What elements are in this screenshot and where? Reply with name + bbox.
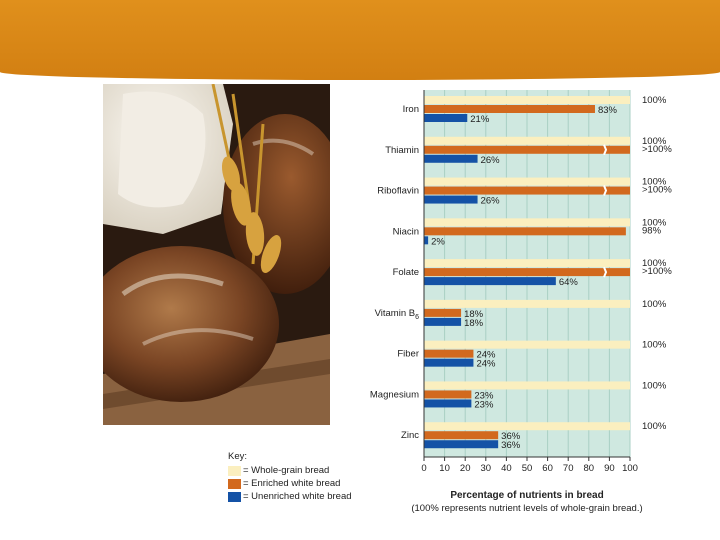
bar [424, 105, 595, 113]
bar [424, 431, 499, 440]
legend-label-whole-grain: = Whole-grain bread [243, 465, 330, 476]
bar [424, 422, 630, 431]
x-tick-label: 70 [563, 463, 574, 474]
bar-break-mark [603, 266, 608, 278]
bar [424, 177, 630, 186]
data-label: 18% [464, 318, 484, 329]
bar-break-mark [603, 144, 608, 156]
x-tick-label: 10 [439, 463, 450, 474]
legend-label-unenriched: = Unenriched white bread [243, 491, 352, 502]
data-label: 64% [559, 277, 579, 288]
data-label: 18% [464, 309, 484, 320]
data-label: 24% [476, 350, 496, 361]
bar [424, 317, 462, 326]
legend-title: Key: [228, 451, 248, 462]
data-label: >100% [642, 266, 672, 277]
category-label: Magnesium [370, 389, 419, 400]
bar [424, 358, 474, 367]
legend: Key: = Whole-grain bread = Enriched whit… [228, 451, 352, 503]
bar [424, 186, 630, 195]
legend-swatch-unenriched [228, 491, 241, 502]
x-axis-label: Percentage of nutrients in bread [450, 490, 603, 501]
data-label: 100% [642, 299, 667, 310]
category-label: Thiamin [385, 145, 419, 156]
header-band [0, 0, 720, 80]
category-label: Fiber [397, 349, 419, 360]
bar [424, 340, 630, 349]
data-label: 100% [642, 340, 667, 351]
data-label: 100% [642, 177, 667, 188]
bar [424, 227, 626, 236]
category-label: Iron [403, 104, 419, 115]
legend-item-enriched: = Enriched white bread [228, 477, 352, 490]
data-label: 100% [642, 95, 667, 106]
x-tick-label: 80 [584, 463, 595, 474]
x-tick-label: 90 [604, 463, 615, 474]
legend-swatch-whole-grain [228, 465, 241, 476]
bar [424, 218, 630, 227]
bar [424, 145, 630, 154]
data-label: 98% [642, 225, 662, 236]
bar [424, 114, 468, 122]
x-tick-label: 60 [542, 463, 553, 474]
data-label: 100% [642, 217, 667, 228]
data-label: 2% [431, 236, 445, 247]
bar [424, 268, 630, 277]
category-label: Vitamin B6 [375, 308, 419, 321]
bar [424, 349, 474, 358]
data-label: 100% [642, 380, 667, 391]
legend-label-enriched: = Enriched white bread [243, 478, 341, 489]
bar [424, 440, 499, 449]
bar [424, 236, 429, 245]
bar-break-mark [603, 185, 608, 196]
data-label: >100% [642, 185, 672, 196]
bar [424, 308, 462, 317]
bar [424, 277, 556, 286]
data-label: 100% [642, 136, 667, 147]
data-label: 100% [642, 421, 667, 432]
bar [424, 259, 630, 268]
legend-swatch-enriched [228, 478, 241, 489]
data-label: 23% [474, 390, 494, 401]
data-label: >100% [642, 144, 672, 155]
data-label: 36% [501, 431, 521, 442]
category-label: Riboflavin [377, 186, 419, 197]
bread-photo [103, 84, 330, 425]
data-label: 83% [598, 105, 618, 116]
legend-item-unenriched: = Unenriched white bread [228, 490, 352, 503]
data-label: 24% [476, 359, 496, 370]
legend-item-whole-grain: = Whole-grain bread [228, 464, 352, 477]
bar [424, 154, 478, 163]
bar [424, 390, 472, 399]
x-tick-label: 40 [501, 463, 512, 474]
x-tick-label: 20 [460, 463, 471, 474]
category-label: Folate [393, 267, 419, 278]
data-label: 36% [501, 440, 521, 451]
data-label: 26% [481, 155, 501, 166]
bar [424, 96, 630, 104]
data-label: 100% [642, 258, 667, 269]
bar [424, 299, 630, 308]
data-label: 26% [481, 196, 501, 207]
bar [424, 136, 630, 145]
category-label: Zinc [401, 430, 419, 441]
x-tick-label: 0 [421, 463, 426, 474]
bar [424, 195, 478, 204]
data-label: 21% [470, 114, 490, 125]
bar [424, 381, 630, 390]
data-label: 23% [474, 399, 494, 410]
x-tick-label: 50 [522, 463, 533, 474]
x-axis-subtitle: (100% represents nutrient levels of whol… [411, 503, 642, 514]
category-label: Niacin [393, 226, 419, 237]
bar [424, 399, 472, 408]
x-tick-label: 100 [622, 463, 638, 474]
x-tick-label: 30 [481, 463, 492, 474]
